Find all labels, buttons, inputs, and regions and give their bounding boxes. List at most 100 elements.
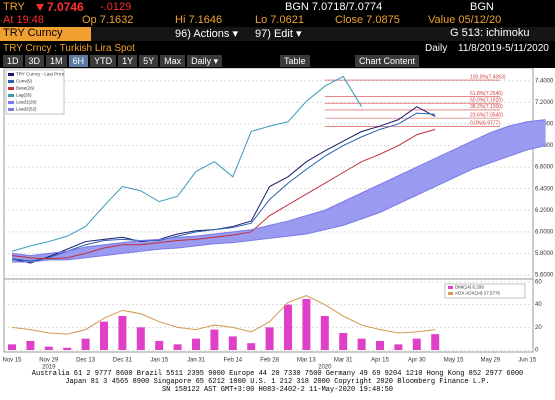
- frequency: Daily: [425, 43, 448, 54]
- range-button[interactable]: 5Y: [139, 55, 159, 67]
- low: Lo 7.0621: [255, 14, 304, 26]
- x-tick-label: Feb 14: [223, 358, 242, 364]
- legend-swatch: [8, 101, 14, 104]
- histogram-bar: [192, 338, 200, 350]
- y-tick-label: 6.0000: [535, 229, 554, 235]
- range-button[interactable]: 1D: [3, 55, 23, 67]
- security[interactable]: TRY Curncy: [0, 27, 91, 41]
- x-tick-label: Mar 31: [334, 358, 353, 364]
- legend-swatch: [448, 292, 453, 295]
- legend-swatch: [8, 108, 14, 111]
- fib-label: 23.6%(7.0540): [470, 112, 503, 118]
- x-tick-label: Jan 31: [187, 358, 206, 364]
- ticker: TRY: [3, 1, 25, 13]
- date-range: 11/8/2019-5/11/2020: [458, 43, 549, 54]
- y-tick-label: 7.4000: [535, 78, 554, 84]
- open: Op 7.1632: [82, 14, 134, 26]
- legend-label: DMI(14) 6.209: [455, 285, 484, 290]
- footer: Australia 61 2 9777 8600 Brazil 5511 239…: [0, 370, 555, 394]
- histogram-bar: [247, 343, 256, 350]
- high: Hi 7.1646: [175, 14, 223, 26]
- y-tick-label: 7.2000: [535, 100, 554, 106]
- legend-label: Conv(9): [16, 79, 33, 84]
- footer-line: Australia 61 2 9777 8600 Brazil 5511 239…: [31, 370, 524, 378]
- legend-box: [5, 69, 65, 115]
- legend-label: ADX ADX(14) 27.5776: [455, 291, 501, 296]
- down-arrow: [36, 4, 44, 11]
- footer-line: SN 158122 AST GMT+3:00 H083-2402-2 11-Ma…: [161, 386, 394, 394]
- histogram-bar: [136, 327, 145, 350]
- y-tick-label: 0: [535, 348, 539, 354]
- security-name: TRY Crncy : Turkish Lira Spot: [3, 43, 135, 54]
- legend-label: Lead1(26): [16, 100, 37, 105]
- range-button[interactable]: 6H: [68, 55, 89, 67]
- series-line: [11, 128, 436, 260]
- legend-box: [444, 283, 526, 299]
- x-tick-label: Nov 15: [2, 358, 22, 364]
- x-tick-label: Apr 15: [371, 358, 389, 364]
- y-tick-label: 40: [535, 302, 542, 308]
- table-button[interactable]: Table: [280, 55, 310, 67]
- fib-label: 61.8%(7.2540): [470, 91, 503, 97]
- edit-menu[interactable]: 97) Edit ▾: [255, 28, 302, 40]
- legend-swatch: [8, 87, 14, 90]
- histogram-bar: [320, 316, 329, 350]
- series-line: [11, 75, 363, 252]
- series-line: [12, 145, 546, 263]
- actions-menu[interactable]: 96) Actions ▾: [175, 28, 238, 40]
- chart: 5.60005.80006.00006.20006.40006.60006.80…: [2, 68, 554, 370]
- histogram-bar: [173, 344, 182, 350]
- cloud: [12, 119, 546, 263]
- adx-line: [11, 295, 436, 335]
- y-tick-label: 6.4000: [535, 186, 554, 192]
- y-tick-label: 5.8000: [535, 251, 554, 257]
- series-line: [11, 119, 546, 257]
- legend-label: Lead2(52): [16, 107, 37, 112]
- range-button[interactable]: 3D: [24, 55, 45, 67]
- x-tick-label: Feb 28: [260, 358, 279, 364]
- range-buttons: 1D 3D 1M 6H YTD 1Y 5Y Max Daily ▾: [3, 55, 224, 67]
- range-button[interactable]: Max: [160, 55, 186, 67]
- y-tick-label: 5.6000: [535, 273, 554, 279]
- histogram-bar: [210, 329, 219, 350]
- series-line: [11, 112, 436, 262]
- range-button[interactable]: 1M: [46, 55, 67, 67]
- year-label: 2020: [318, 365, 332, 370]
- page-code: G 513: ichimoku: [450, 27, 530, 39]
- year-label: 2019: [42, 365, 56, 370]
- chart-content-button[interactable]: Chart Content: [355, 55, 420, 67]
- histogram-bar: [155, 340, 164, 350]
- x-tick-label: Jun 15: [518, 358, 537, 364]
- histogram-bar: [63, 347, 72, 350]
- histogram-bar: [8, 344, 16, 350]
- fib-label: 0.0%(6.9777): [470, 121, 500, 127]
- range-button[interactable]: Daily ▾: [187, 55, 223, 67]
- y-tick-label: 6.2000: [535, 208, 554, 214]
- fib-label: 50.0%(7.1920): [470, 98, 503, 104]
- x-tick-label: Dec 13: [76, 358, 96, 364]
- histogram-bar: [431, 334, 440, 350]
- x-tick-label: Apr 30: [408, 358, 426, 364]
- x-tick-label: May 29: [481, 358, 501, 364]
- legend-label: Base(26): [16, 86, 35, 91]
- x-tick-label: Jan 15: [150, 358, 169, 364]
- histogram-bar: [100, 321, 108, 350]
- legend-swatch: [8, 73, 14, 76]
- x-tick-label: Mar 13: [297, 358, 316, 364]
- legend-swatch: [448, 286, 453, 289]
- histogram-bar: [26, 340, 35, 350]
- y-tick-label: 60: [535, 280, 542, 286]
- histogram-bar: [302, 299, 311, 350]
- histogram-bar: [265, 327, 274, 350]
- histogram-bar: [357, 338, 366, 350]
- histogram-bar: [394, 344, 403, 350]
- header: TRY 7.0746 -.0129 BGN 7.0718/7.0774 BGN …: [0, 0, 555, 68]
- value: Value 05/12/20: [428, 14, 502, 26]
- range-button[interactable]: YTD: [90, 55, 117, 67]
- histogram-bar: [228, 336, 237, 350]
- time: At 19:48: [3, 14, 44, 26]
- histogram-bar: [412, 338, 421, 350]
- toolbar: TRY Curncy 96) Actions ▾ 97) Edit ▾ G 51…: [0, 27, 555, 41]
- range-button[interactable]: 1Y: [118, 55, 138, 67]
